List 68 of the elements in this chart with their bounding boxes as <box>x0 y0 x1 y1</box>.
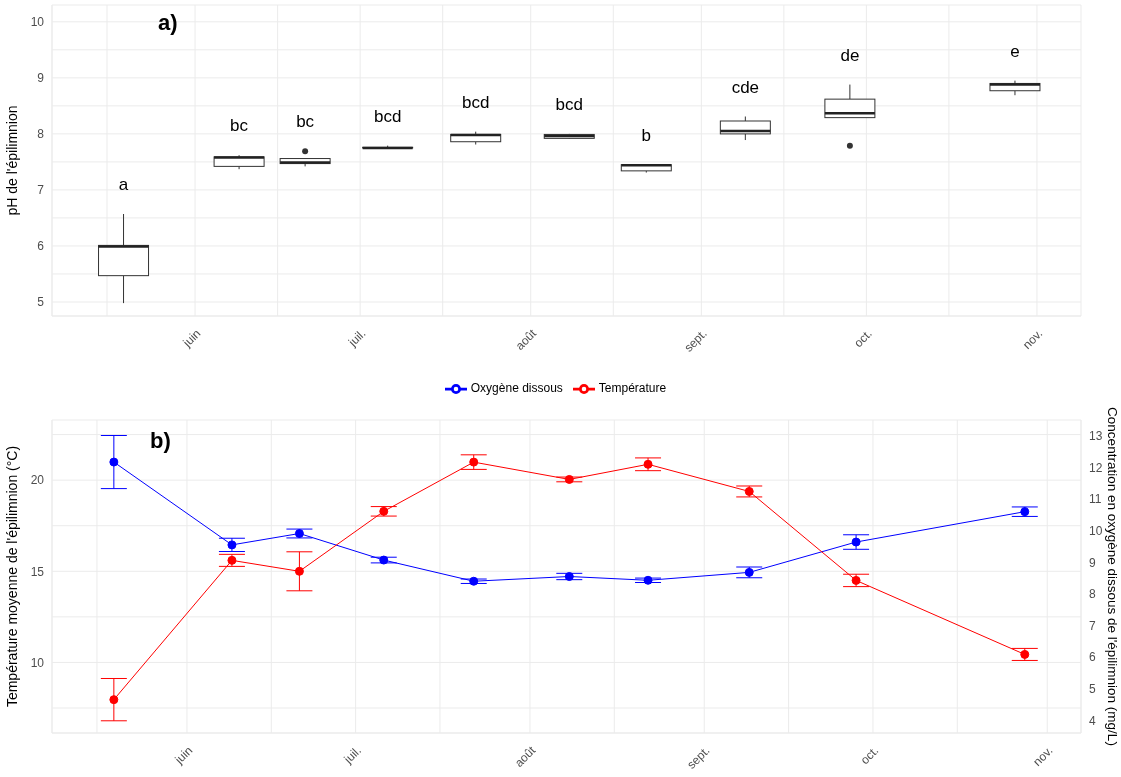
annotation: bcd <box>373 106 402 126</box>
point <box>744 567 754 577</box>
annotation: b) <box>150 428 171 454</box>
x-tick-label: juin <box>179 326 204 351</box>
legend-label: Température <box>598 381 667 396</box>
point <box>227 540 237 550</box>
annotation: bc <box>230 116 249 136</box>
point <box>379 506 389 516</box>
point <box>1020 649 1030 659</box>
y-tick-label: 10 <box>30 655 45 670</box>
y-tick-label: 20 <box>30 473 45 488</box>
point <box>564 572 574 581</box>
point <box>1020 507 1030 517</box>
x-tick-label: nov. <box>1020 326 1046 352</box>
point <box>744 486 754 496</box>
x-tick-label: juil. <box>340 743 364 767</box>
x-tick-label: sept. <box>681 326 710 355</box>
point <box>469 457 479 467</box>
y2-tick-label: 6 <box>1089 650 1096 665</box>
x-tick-label: nov. <box>1030 743 1056 769</box>
x-tick-label: oct. <box>857 743 882 768</box>
annotation: de <box>840 45 860 65</box>
y2-tick-label: 8 <box>1089 587 1096 602</box>
annotation: e <box>1010 41 1020 61</box>
point <box>851 575 861 585</box>
y2-tick-label: 11 <box>1089 492 1102 507</box>
x-tick-label: juin <box>171 743 196 768</box>
y-axis-title: pH de l'épilimnion <box>3 105 20 216</box>
annotation: a <box>118 175 129 195</box>
y2-tick-label: 5 <box>1089 682 1096 696</box>
y2-tick-label: 9 <box>1089 555 1096 570</box>
y-tick-label: 6 <box>37 239 45 254</box>
y-tick-label: 8 <box>37 127 45 142</box>
y-tick-label: 10 <box>30 15 45 30</box>
annotation: bcd <box>461 92 490 112</box>
annotation: bcd <box>555 94 583 114</box>
point <box>643 575 653 585</box>
annotation: b <box>641 125 652 145</box>
y-tick-label: 15 <box>30 564 45 579</box>
x-tick-label: oct. <box>851 326 875 351</box>
y2-tick-label: 7 <box>1089 618 1096 633</box>
point <box>564 474 574 484</box>
annotation: a) <box>158 10 178 36</box>
x-tick-label: juil. <box>345 326 369 350</box>
point <box>294 529 304 538</box>
point <box>227 555 237 565</box>
point <box>379 555 389 565</box>
annotation: bc <box>296 112 315 132</box>
y2-axis-title: Concentration en oxygène dissous de l'épilimnion (mg/L) <box>1105 407 1121 746</box>
point <box>109 695 119 705</box>
x-tick-label: août <box>512 325 540 353</box>
annotation: cde <box>731 77 760 97</box>
x-tick-label: sept. <box>684 743 713 772</box>
point <box>294 566 304 576</box>
y2-tick-label: 4 <box>1089 713 1096 728</box>
point <box>109 457 119 467</box>
legend-label: Oxygène dissous <box>470 381 563 396</box>
y2-tick-label: 12 <box>1089 460 1103 475</box>
y-tick-label: 9 <box>37 71 45 86</box>
point <box>851 537 861 547</box>
y2-tick-label: 10 <box>1089 523 1103 538</box>
y-tick-label: 7 <box>37 183 45 198</box>
point <box>643 459 653 469</box>
x-tick-label: août <box>511 742 539 770</box>
y-axis-title: Température moyenne de l'épilimnion (°C) <box>3 445 20 708</box>
y2-tick-label: 13 <box>1089 429 1103 444</box>
point <box>469 576 479 586</box>
y-tick-label: 5 <box>37 295 45 310</box>
